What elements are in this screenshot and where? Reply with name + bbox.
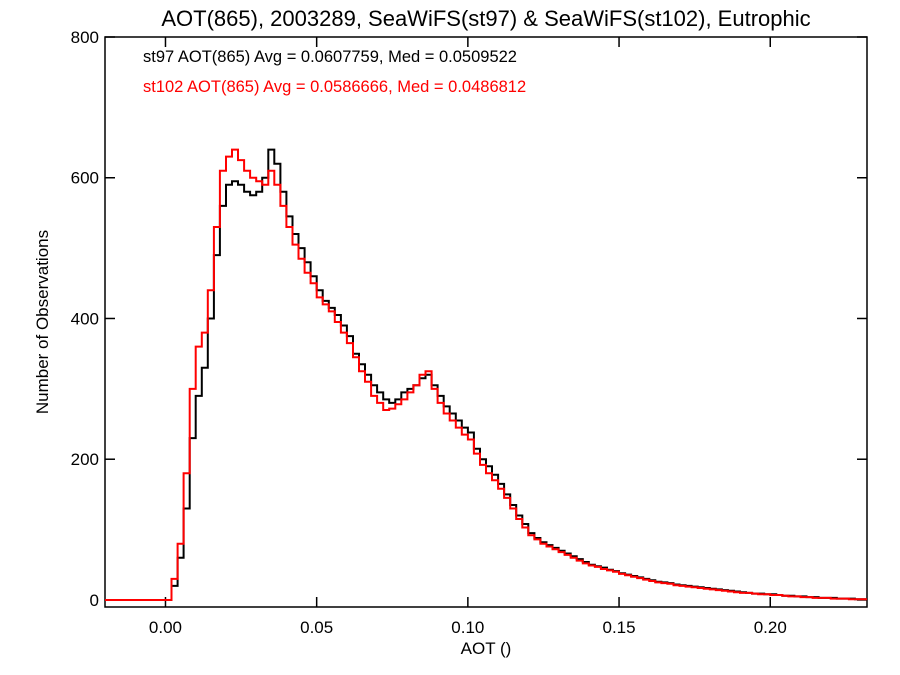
- x-axis-title: AOT (): [461, 639, 512, 658]
- x-tick-label: 0.20: [754, 618, 787, 637]
- x-axis: 0.00 0.05 0.10 0.15 0.20: [149, 37, 787, 637]
- series-layer: [105, 148, 867, 601]
- legend-annotation-st97: st97 AOT(865) Avg = 0.0607759, Med = 0.0…: [143, 48, 517, 66]
- x-tick-label: 0.00: [149, 618, 182, 637]
- plot-area-frame: [104, 36, 868, 608]
- series-line-1: [105, 148, 867, 601]
- y-tick-label: 800: [71, 28, 99, 47]
- y-tick-label: 200: [71, 450, 99, 469]
- x-tick-label: 0.05: [300, 618, 333, 637]
- y-axis-title: Number of Observations: [33, 230, 52, 414]
- y-tick-label: 0: [90, 591, 99, 610]
- y-tick-label: 400: [71, 309, 99, 328]
- y-axis: 0 200 400 600 800: [71, 28, 867, 610]
- chart-title: AOT(865), 2003289, SeaWiFS(st97) & SeaWi…: [161, 6, 810, 31]
- legend-annotation-st102: st102 AOT(865) Avg = 0.0586666, Med = 0.…: [143, 78, 526, 96]
- x-tick-label: 0.10: [451, 618, 484, 637]
- x-tick-label: 0.15: [603, 618, 636, 637]
- y-tick-label: 600: [71, 169, 99, 188]
